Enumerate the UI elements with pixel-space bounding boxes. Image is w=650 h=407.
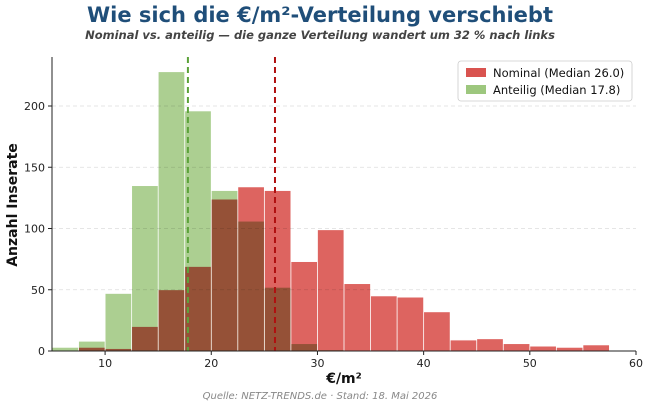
legend-label: Nominal (Median 26.0) <box>493 66 624 80</box>
bar <box>423 311 451 352</box>
bar <box>529 345 557 352</box>
bar <box>343 283 371 352</box>
bar <box>237 220 265 352</box>
x-tick-label: 20 <box>204 357 218 370</box>
bar <box>131 185 159 352</box>
chart-subtitle: Nominal vs. anteilig — die ganze Verteil… <box>85 28 555 42</box>
median-lines <box>186 57 276 351</box>
bar <box>449 339 478 352</box>
legend-swatch <box>466 85 486 94</box>
bar <box>317 229 345 352</box>
x-tick-label: 50 <box>523 357 537 370</box>
legend-swatch <box>466 68 486 77</box>
tick-labels: 10 20 30 40 50 60 0 50 100 150 200 <box>24 100 643 370</box>
bar <box>582 344 610 352</box>
bar <box>263 286 292 352</box>
bar <box>290 343 318 352</box>
legend: Nominal (Median 26.0) Anteilig (Median 17… <box>457 60 633 102</box>
bars <box>51 71 610 352</box>
y-axis-label: Anzahl Inserate <box>5 143 21 267</box>
bar <box>290 261 318 352</box>
grid-lines <box>52 105 636 291</box>
bar <box>184 110 212 352</box>
bar <box>555 346 584 352</box>
y-tick-label: 150 <box>24 161 45 174</box>
source-note: Quelle: NETZ-TRENDS.de · Stand: 18. Mai … <box>203 391 438 402</box>
bar <box>210 190 239 352</box>
chart-title: Wie sich die €/m²-Verteilung verschiebt <box>87 3 553 27</box>
y-tick-label: 50 <box>31 284 45 297</box>
x-tick-label: 60 <box>629 357 643 370</box>
y-tick-label: 100 <box>24 223 45 236</box>
bar <box>157 71 186 352</box>
x-axis-label: €/m² <box>325 371 362 387</box>
bar <box>396 296 425 352</box>
bar <box>104 293 133 352</box>
bar <box>370 295 398 352</box>
y-tick-label: 200 <box>24 100 45 113</box>
bar <box>51 346 79 352</box>
legend-label: Anteilig (Median 17.8) <box>493 83 620 97</box>
legend-box <box>457 60 633 102</box>
y-tick-label: 0 <box>38 345 45 358</box>
bar <box>502 343 531 352</box>
bar <box>78 340 106 352</box>
x-tick-label: 30 <box>310 357 324 370</box>
bar <box>476 338 504 352</box>
x-tick-label: 10 <box>98 357 112 370</box>
x-tick-label: 40 <box>417 357 431 370</box>
